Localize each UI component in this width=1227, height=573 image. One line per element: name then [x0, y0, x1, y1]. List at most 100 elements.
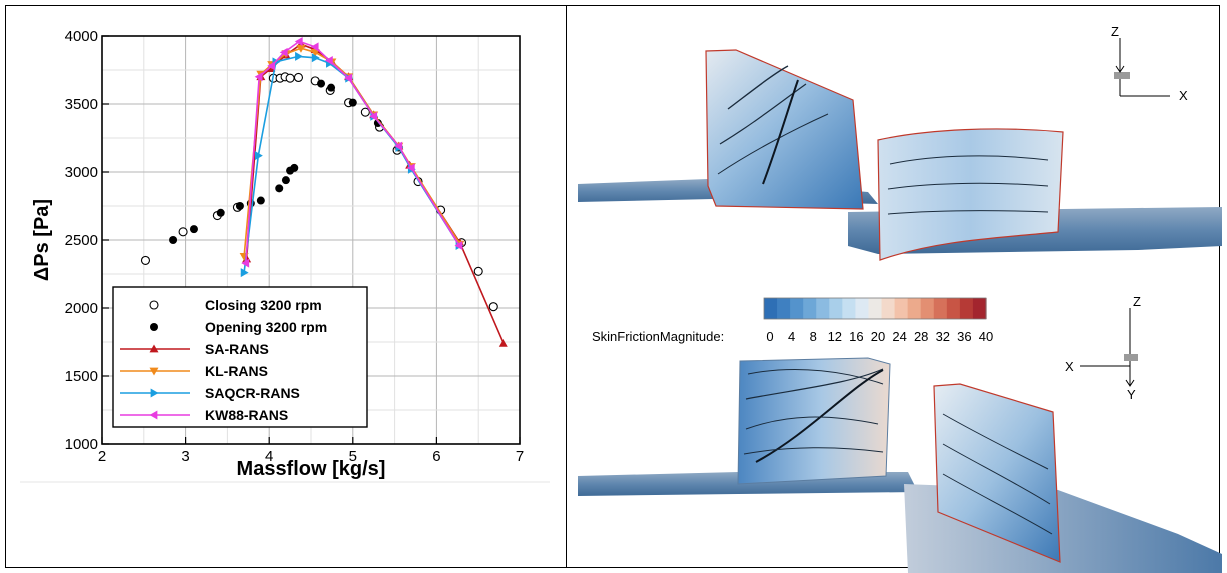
colorbar-swatch — [868, 298, 883, 319]
x-tick-label: 3 — [181, 448, 189, 465]
data-point — [406, 163, 415, 173]
rotor-blade-top-view — [578, 49, 1222, 261]
legend-entry-2: SA-RANS — [120, 341, 269, 357]
legend-entry-1: Opening 3200 rpm — [150, 319, 327, 335]
legend-box — [112, 286, 368, 428]
data-point — [473, 266, 483, 276]
data-point — [294, 36, 303, 46]
x-tick-label: 6 — [432, 448, 440, 465]
colorbar-swatch — [816, 298, 830, 319]
legend-label: Opening 3200 rpm — [205, 319, 327, 335]
colorbar-swatch — [907, 298, 922, 319]
data-point — [169, 236, 178, 244]
colorbar-gradient — [763, 297, 987, 320]
colorbar-tick-label: 36 — [957, 329, 971, 344]
colorbar-swatch — [946, 298, 961, 319]
colorbar-tick-label: 12 — [828, 329, 842, 344]
legend-label: Closing 3200 rpm — [205, 297, 322, 313]
data-point — [348, 98, 357, 107]
data-point — [311, 53, 320, 63]
legend-entry-4: SAQCR-RANS — [120, 385, 300, 401]
y-tick-label: 3500 — [65, 96, 98, 113]
legend-marker — [149, 300, 159, 310]
colorbar-tick-label: 24 — [892, 329, 906, 344]
data-point — [394, 141, 403, 151]
axis-x-label: X — [1179, 88, 1188, 103]
colorbar-tick-label: 8 — [810, 329, 817, 344]
y-tick-label: 2500 — [65, 232, 98, 249]
legend-label: SAQCR-RANS — [205, 385, 300, 401]
colorbar-tick-label: 4 — [788, 329, 795, 344]
colorbar-swatch — [933, 298, 948, 319]
x-tick-label: 5 — [349, 448, 357, 465]
data-point — [310, 48, 320, 57]
colorbar-swatch — [803, 298, 817, 319]
data-point — [235, 202, 244, 210]
colorbar-swatch — [894, 298, 909, 319]
colorbar-swatch — [972, 298, 987, 319]
series-5 — [241, 36, 463, 268]
colorbar-border — [763, 297, 987, 320]
data-point — [254, 151, 263, 161]
data-point — [279, 47, 288, 57]
data-point — [290, 163, 299, 172]
data-point — [275, 184, 284, 193]
legend-entry-3: KL-RANS — [120, 363, 268, 379]
legend-marker — [149, 344, 159, 353]
colorbar-tick-label: 28 — [914, 329, 928, 344]
legend-label: KL-RANS — [205, 363, 268, 379]
legend-entry-5: KW88-RANS — [120, 407, 288, 423]
series-1 — [169, 79, 403, 244]
y-tick-label: 2000 — [65, 300, 98, 317]
coordinate-triad-bottom: Z X Y — [1065, 294, 1141, 402]
axis-ticks: 2 3 4 5 6 7 1000 1500 2000 2500 3000 3500 4000 — [65, 28, 525, 465]
y-tick-label: 1000 — [65, 436, 98, 453]
colorbar: SkinFrictionMagnitude: 0 4 8 12 16 20 24 28 32 36… — [592, 297, 993, 344]
axis-z-label: Z — [1111, 24, 1119, 39]
axis-z-label-bottom: Z — [1133, 294, 1141, 309]
colorbar-swatch — [920, 298, 935, 319]
data-point — [295, 51, 303, 61]
x-tick-label: 4 — [265, 448, 273, 465]
data-point — [178, 227, 188, 237]
data-point — [498, 338, 508, 347]
colorbar-tick-label: 16 — [849, 329, 863, 344]
blade-pressure-surface-top — [877, 128, 1064, 261]
data-point — [216, 208, 225, 217]
legend-label: KW88-RANS — [205, 407, 288, 423]
data-point — [256, 196, 265, 205]
coordinate-triad-top: Z X — [1111, 24, 1188, 103]
colorbar-tick-label: 32 — [936, 329, 950, 344]
colorbar-swatch — [881, 298, 896, 319]
y-axis-label: ΔPs [Pa] — [31, 199, 53, 281]
colorbar-swatch — [829, 298, 843, 319]
rotor-blade-bottom-view — [578, 357, 1222, 573]
data-point — [327, 83, 336, 92]
colorbar-tick-label: 0 — [766, 329, 773, 344]
y-tick-label: 4000 — [65, 28, 98, 45]
data-point — [454, 240, 463, 250]
blade-suction-surface-top — [705, 49, 864, 210]
legend-marker — [149, 410, 158, 420]
colorbar-swatch — [777, 298, 791, 319]
pressure-rise-chart: 2 3 4 5 6 7 1000 1500 2000 2500 3000 3500 4000 Massf… — [20, 20, 550, 485]
colorbar-swatch — [855, 298, 870, 319]
skin-friction-visualization: Z X SkinFrictionMagnitude: 0 4 8 12 16 20 24 28… — [578, 24, 1222, 573]
data-point — [310, 42, 319, 52]
legend-entry-0: Closing 3200 rpm — [149, 297, 322, 313]
data-point — [317, 79, 326, 88]
figure-frame — [5, 5, 1220, 568]
data-point — [281, 176, 290, 185]
data-point — [344, 73, 352, 83]
axis-x-label-bottom: X — [1065, 359, 1074, 374]
data-point — [240, 268, 249, 278]
data-point — [266, 64, 276, 73]
series-layer — [140, 36, 508, 347]
legend: Closing 3200 rpm Opening 3200 rpm SA-RANS K… — [112, 286, 368, 428]
panel-divider — [566, 5, 567, 568]
x-axis-label: Massflow [kg/s] — [237, 458, 386, 480]
colorbar-swatch — [842, 298, 857, 319]
legend-marker — [150, 323, 158, 331]
legend-label: SA-RANS — [205, 341, 269, 357]
colorbar-tick-label: 40 — [979, 329, 993, 344]
